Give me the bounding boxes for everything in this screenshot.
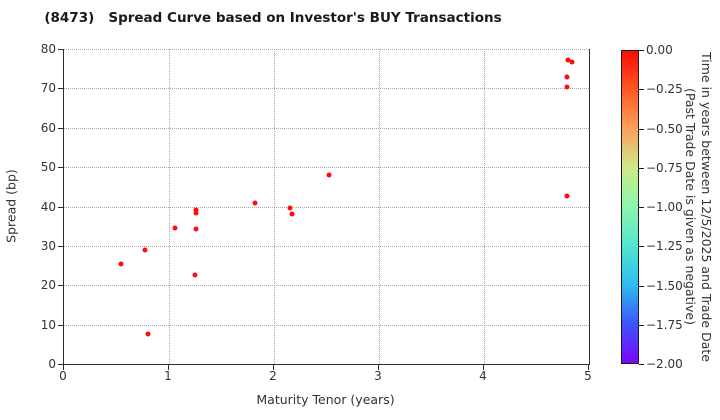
data-point (565, 57, 571, 63)
x-tick-label: 4 (479, 369, 487, 383)
gridline-y (64, 127, 589, 129)
gridline-y (64, 206, 589, 208)
colorbar-tick (639, 128, 644, 130)
x-tick (588, 365, 589, 370)
colorbar-tick (639, 246, 644, 248)
colorbar-label: Time in years between 12/5/2025 and Trad… (682, 49, 714, 364)
gridline-y (64, 245, 589, 247)
y-tick-label: 0 (48, 357, 56, 371)
gridline-y (64, 285, 589, 287)
gridline-x (379, 49, 380, 364)
data-point (564, 84, 570, 90)
data-point (172, 225, 178, 231)
y-tick-label: 30 (40, 238, 56, 253)
y-tick-label: 50 (40, 160, 56, 175)
x-tick-label: 2 (269, 369, 277, 383)
y-tick (58, 49, 63, 50)
gridline-y (64, 88, 589, 90)
colorbar-tick (639, 285, 644, 287)
chart-title: (8473) Spread Curve based on Investor's … (44, 10, 502, 26)
data-point (193, 226, 199, 232)
data-point (564, 193, 570, 199)
colorbar-label-line2: (Past Trade Date is given as negative) (683, 88, 698, 325)
x-tick (273, 365, 274, 370)
y-tick (58, 285, 63, 287)
y-tick (58, 324, 63, 326)
y-tick (58, 127, 63, 129)
colorbar-tick-label: 0.00 (646, 43, 673, 57)
colorbar-tick (639, 89, 644, 91)
x-tick-label: 0 (59, 369, 67, 383)
plot-area (63, 49, 590, 365)
data-point (287, 205, 293, 211)
y-tick-label: 20 (40, 278, 56, 293)
data-point (192, 272, 198, 278)
data-point (193, 210, 199, 216)
colorbar-tick-label: −0.50 (646, 121, 683, 136)
colorbar-tick (639, 167, 644, 169)
data-point (118, 261, 124, 267)
colorbar-tick (639, 50, 644, 51)
gridline-y (64, 49, 589, 50)
colorbar-tick-label: −1.25 (646, 239, 683, 254)
colorbar-tick-label: −0.25 (646, 82, 683, 97)
y-tick-label: 70 (40, 81, 56, 96)
y-tick (58, 167, 63, 169)
y-tick (58, 206, 63, 208)
gridline-y (64, 324, 589, 326)
x-tick (168, 365, 169, 370)
y-tick-label: 60 (40, 120, 56, 135)
data-point (326, 172, 332, 178)
gridline-y (64, 167, 589, 169)
colorbar-label-line1: Time in years between 12/5/2025 and Trad… (699, 51, 714, 362)
y-tick (58, 245, 63, 247)
gridline-x (169, 49, 170, 364)
x-tick-label: 3 (374, 369, 382, 383)
colorbar-tick-label: −2.00 (646, 357, 683, 371)
y-axis-label: Spread (bp) (3, 169, 19, 243)
data-point (252, 200, 258, 206)
y-tick-label: 10 (40, 317, 56, 332)
gridline-x (484, 49, 485, 364)
colorbar (621, 50, 639, 364)
x-tick (63, 365, 64, 370)
y-tick (58, 364, 63, 365)
colorbar-tick (639, 364, 644, 365)
x-tick-label: 5 (584, 369, 592, 383)
colorbar-tick-label: −1.75 (646, 317, 683, 332)
data-point (289, 211, 295, 217)
data-point (564, 74, 570, 80)
gridline-x (274, 49, 275, 364)
x-tick (483, 365, 484, 370)
data-point (145, 331, 151, 337)
x-tick (378, 365, 379, 370)
x-axis-label: Maturity Tenor (years) (256, 392, 395, 407)
colorbar-tick-label: −1.00 (646, 200, 683, 214)
data-point (142, 247, 148, 253)
colorbar-tick-label: −0.75 (646, 160, 683, 175)
colorbar-tick (639, 324, 644, 326)
colorbar-tick (639, 207, 644, 208)
y-tick (58, 88, 63, 90)
x-tick-label: 1 (164, 369, 172, 383)
y-tick-label: 40 (40, 199, 56, 214)
colorbar-tick-label: −1.50 (646, 278, 683, 293)
data-point (193, 207, 199, 213)
y-tick-label: 80 (40, 42, 56, 56)
data-point (569, 59, 575, 65)
